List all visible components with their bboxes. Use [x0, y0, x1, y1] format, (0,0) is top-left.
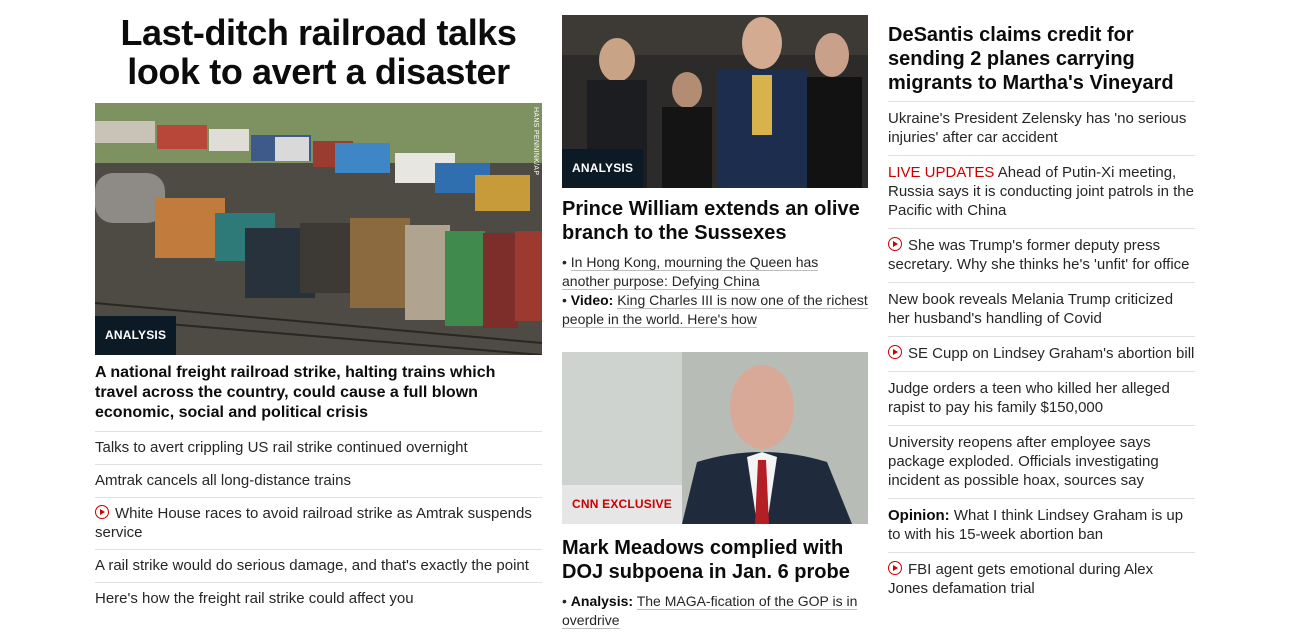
- list-item[interactable]: • Analysis: The MAGA-fication of the GOP…: [562, 593, 858, 629]
- list-item[interactable]: LIVE UPDATES Ahead of Putin-Xi meeting, …: [888, 155, 1195, 228]
- play-circle-icon: [888, 561, 902, 575]
- story-headline[interactable]: Mark Meadows complied with DOJ subpoena …: [562, 537, 850, 583]
- list-item[interactable]: A rail strike would do serious damage, a…: [95, 549, 542, 582]
- link-text[interactable]: She was Trump's former deputy press secr…: [888, 237, 1190, 273]
- link-text[interactable]: What I think Lindsey Graham is up to wit…: [888, 507, 1184, 543]
- top-story-headline[interactable]: DeSantis claims credit for sending 2 pla…: [888, 24, 1174, 94]
- list-item[interactable]: • In Hong Kong, mourning the Queen has a…: [562, 254, 819, 290]
- link-text[interactable]: The MAGA-fication of the GOP is in overd…: [562, 593, 858, 629]
- railroad-hero-image[interactable]: HANS PENNINK/AP ANALYSIS: [95, 103, 542, 355]
- story-headline[interactable]: Prince William extends an olive branch t…: [562, 198, 860, 244]
- link-text[interactable]: Judge orders a teen who killed her alleg…: [888, 380, 1170, 416]
- play-circle-icon: [888, 237, 902, 251]
- meadows-image[interactable]: CNN EXCLUSIVE: [562, 352, 868, 524]
- lead-caption[interactable]: A national freight railroad strike, halt…: [95, 364, 496, 421]
- link-text[interactable]: FBI agent gets emotional during Alex Jon…: [888, 561, 1154, 597]
- link-prefix: Video:: [570, 292, 614, 308]
- list-item[interactable]: University reopens after employee says p…: [888, 425, 1195, 498]
- exclusive-badge: CNN EXCLUSIVE: [562, 485, 682, 524]
- link-text[interactable]: In Hong Kong, mourning the Queen has ano…: [562, 254, 819, 290]
- link-text[interactable]: Here's how the freight rail strike could…: [95, 590, 414, 607]
- link-text[interactable]: New book reveals Melania Trump criticize…: [888, 291, 1174, 327]
- opinion-label: Opinion:: [888, 507, 950, 524]
- list-item[interactable]: Here's how the freight rail strike could…: [95, 582, 542, 615]
- list-item[interactable]: Opinion: What I think Lindsey Graham is …: [888, 498, 1195, 552]
- list-item[interactable]: FBI agent gets emotional during Alex Jon…: [888, 552, 1195, 606]
- analysis-badge: ANALYSIS: [95, 316, 177, 355]
- list-item[interactable]: Judge orders a teen who killed her alleg…: [888, 371, 1195, 425]
- freight-trains-illustration: [95, 103, 542, 355]
- lead-headline[interactable]: Last-ditch railroad talks look to avert …: [120, 12, 517, 92]
- list-item[interactable]: Amtrak cancels all long-distance trains: [95, 464, 542, 497]
- middle-column: ANALYSIS Prince William extends an olive…: [562, 0, 868, 630]
- link-text[interactable]: King Charles III is now one of the riche…: [562, 292, 868, 328]
- analysis-badge: ANALYSIS: [562, 149, 644, 188]
- right-column: DeSantis claims credit for sending 2 pla…: [888, 0, 1195, 606]
- link-text[interactable]: SE Cupp on Lindsey Graham's abortion bil…: [908, 345, 1195, 362]
- royal-family-image[interactable]: ANALYSIS: [562, 15, 868, 188]
- link-text[interactable]: Talks to avert crippling US rail strike …: [95, 439, 468, 456]
- list-item[interactable]: She was Trump's former deputy press secr…: [888, 228, 1195, 282]
- image-credit: HANS PENNINK/AP: [532, 107, 539, 176]
- link-text[interactable]: White House races to avoid railroad stri…: [95, 505, 532, 541]
- link-text[interactable]: A rail strike would do serious damage, a…: [95, 557, 529, 574]
- link-prefix: Analysis:: [570, 593, 634, 609]
- link-text[interactable]: University reopens after employee says p…: [888, 434, 1159, 489]
- headline-list: Ukraine's President Zelensky has 'no ser…: [888, 101, 1195, 606]
- story-sublinks: • Analysis: The MAGA-fication of the GOP…: [562, 592, 868, 630]
- list-item[interactable]: Talks to avert crippling US rail strike …: [95, 431, 542, 464]
- list-item[interactable]: Ukraine's President Zelensky has 'no ser…: [888, 101, 1195, 155]
- story-sublinks: • In Hong Kong, mourning the Queen has a…: [562, 253, 868, 329]
- link-text[interactable]: Ahead of Putin-Xi meeting, Russia says i…: [888, 164, 1194, 219]
- live-updates-label: LIVE UPDATES: [888, 164, 995, 181]
- link-text[interactable]: Amtrak cancels all long-distance trains: [95, 472, 351, 489]
- list-item[interactable]: • Video: King Charles III is now one of …: [562, 292, 868, 328]
- play-circle-icon: [95, 505, 109, 519]
- list-item[interactable]: New book reveals Melania Trump criticize…: [888, 282, 1195, 336]
- link-text[interactable]: Ukraine's President Zelensky has 'no ser…: [888, 110, 1187, 146]
- list-item[interactable]: White House races to avoid railroad stri…: [95, 497, 542, 549]
- related-links: Talks to avert crippling US rail strike …: [95, 431, 542, 615]
- play-circle-icon: [888, 345, 902, 359]
- lead-story: Last-ditch railroad talks look to avert …: [95, 0, 542, 615]
- list-item[interactable]: SE Cupp on Lindsey Graham's abortion bil…: [888, 336, 1195, 371]
